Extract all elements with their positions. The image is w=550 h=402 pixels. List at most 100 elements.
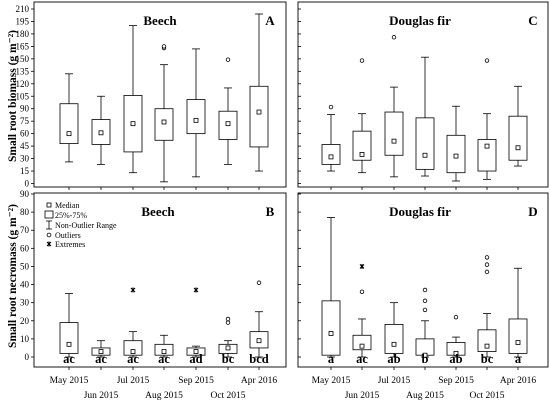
panel-c-box-2-iqr xyxy=(352,130,372,161)
y-tick-label: 0 xyxy=(25,352,30,362)
panel-d-box-7-group-letter: a xyxy=(515,352,522,366)
panel-d-box-2-group-letter: ac xyxy=(356,352,368,366)
x-tick-label-sep-2015-left: Sep 2015 xyxy=(178,376,214,386)
panel-b-box-6-group-letter: bc xyxy=(222,352,235,366)
y-tick-label: 10 xyxy=(20,334,30,344)
panel-d-box-4-median xyxy=(422,352,428,358)
panel-d-letter: D xyxy=(528,204,537,219)
y-tick-label: 40 xyxy=(20,280,30,290)
panel-a-title: Beech xyxy=(143,13,177,28)
y-tick-label: 30 xyxy=(20,154,30,164)
panel-b-box-7-group-letter: bcd xyxy=(249,352,269,366)
panel-d-box-2-iqr xyxy=(352,334,372,351)
panel-a-box-7-iqr xyxy=(249,85,269,148)
x-tick-label-apr-2016-left: Apr 2016 xyxy=(241,376,277,386)
legend: Median 25%-75% Non-Outlier Range Outlier… xyxy=(44,201,117,249)
panel-b-box-1-group-letter: ac xyxy=(63,352,75,366)
panel-d-box-4-group-letter: b xyxy=(422,352,429,366)
x-tick-label-aug-2015-left: Aug 2015 xyxy=(145,391,183,401)
panel-a-box-6-median xyxy=(225,121,231,127)
panel-d-box-2-outlier xyxy=(359,289,365,294)
legend-extremes-label: Extremes xyxy=(55,240,85,249)
panel-b-box-1-iqr xyxy=(59,322,79,354)
panel-d-box-3-group-letter: ab xyxy=(387,352,400,366)
y-tick-label: 0 xyxy=(25,179,30,189)
legend-outliers-label: Outliers xyxy=(55,231,81,240)
panel-b-box-5-extreme xyxy=(193,287,199,293)
panel-a-box-6-outlier xyxy=(225,57,231,62)
panel-b-box-5-group-letter: ad xyxy=(189,352,202,366)
panel-a-box-3-median xyxy=(130,121,136,127)
legend-median-label: Median xyxy=(55,201,79,210)
panel-b-box-3-iqr xyxy=(123,340,143,356)
panel-d-box-5-median xyxy=(453,350,459,356)
x-tick-label-jun-2015-left: Jun 2015 xyxy=(84,391,119,401)
y-tick-label: 80 xyxy=(20,207,30,217)
panel-c-box-7-iqr xyxy=(508,115,528,161)
panel-a-frame xyxy=(33,1,287,188)
panel-a-box-4-median xyxy=(161,119,167,125)
x-tick-label-may-2015-left: May 2015 xyxy=(50,376,89,386)
y-tick-label: 90 xyxy=(20,189,30,199)
x-tick-label-sep-2015-right: Sep 2015 xyxy=(438,376,474,386)
y-tick-label: 70 xyxy=(20,225,30,235)
y-tick-label: 90 xyxy=(20,104,30,114)
panel-a-box-5-median xyxy=(193,117,199,123)
panel-d-title: Douglas fir xyxy=(389,204,451,219)
panel-c-title: Douglas fir xyxy=(389,13,451,28)
panel-a-box-1-median xyxy=(66,131,72,137)
panel-c-box-1-iqr xyxy=(321,144,341,165)
panel-b-box-3-extreme xyxy=(130,287,136,293)
x-tick-label-oct-2015-right: Oct 2015 xyxy=(469,391,504,401)
panel-c-box-2-median xyxy=(359,152,365,157)
panel-b-box-5-median xyxy=(193,349,199,354)
y-tick-label: 180 xyxy=(16,29,30,39)
panel-b-letter: B xyxy=(266,204,275,219)
y-tick-label: 135 xyxy=(16,66,30,76)
y-tick-label: 210 xyxy=(16,4,30,14)
panel-c-box-6-median xyxy=(484,143,490,149)
panel-b-box-4-group-letter: ac xyxy=(158,352,170,366)
panel-d-box-7-iqr xyxy=(508,318,528,354)
y-tick-label: 45 xyxy=(20,141,30,151)
panel-d-box-7-median xyxy=(515,340,521,345)
legend-range-label: Non-Outlier Range xyxy=(55,221,117,230)
panel-d-box-4-outlier xyxy=(422,298,428,304)
y-tick-label: 150 xyxy=(16,54,30,64)
panel-b-box-4-median xyxy=(161,349,167,354)
legend-outlier-symbol xyxy=(46,232,52,238)
panel-d-box-6-outlier xyxy=(484,255,490,260)
panel-d-box-6-median xyxy=(484,343,490,349)
legend-extreme-symbol xyxy=(46,241,52,247)
panel-d-box-4-outlier xyxy=(422,307,428,313)
panel-c-box-3-iqr xyxy=(384,111,404,156)
y-tick-label: 20 xyxy=(20,316,30,326)
panel-b-box-1-median xyxy=(66,341,72,347)
y-axis-label-biomass: Small root biomass (g m⁻²) xyxy=(7,30,19,162)
panel-b-box-3-group-letter: ac xyxy=(127,352,139,366)
x-tick-label-jun-2015-right: Jun 2015 xyxy=(345,391,380,401)
panel-d-box-1-iqr xyxy=(321,300,341,356)
panel-c-box-3-median xyxy=(391,138,397,144)
x-tick-label-jul-2015-left: Jul 2015 xyxy=(117,376,150,386)
x-tick-label-oct-2015-left: Oct 2015 xyxy=(210,391,245,401)
panel-a-box-4-iqr xyxy=(154,108,174,141)
panel-a-box-7-median xyxy=(256,109,262,115)
y-tick-label: 30 xyxy=(20,298,30,308)
x-tick-label-aug-2015-right: Aug 2015 xyxy=(406,391,444,401)
panel-c-box-5-median xyxy=(453,153,459,159)
y-tick-label: 15 xyxy=(20,166,30,176)
y-tick-label: 60 xyxy=(20,129,30,139)
panel-b-box-6-outlier xyxy=(225,316,231,322)
panel-b-box-6-median xyxy=(225,345,231,351)
panel-c-letter: C xyxy=(528,13,537,28)
panel-b-box-7-outlier xyxy=(256,280,262,285)
y-tick-label: 105 xyxy=(16,91,30,101)
y-tick-label: 75 xyxy=(20,116,30,126)
panel-c-box-1-outlier xyxy=(328,104,334,110)
panel-a-box-1-iqr xyxy=(59,103,79,145)
panel-a-letter: A xyxy=(265,13,275,28)
panel-a-box-4-outlier xyxy=(161,44,167,49)
y-tick-label: 120 xyxy=(16,79,30,89)
